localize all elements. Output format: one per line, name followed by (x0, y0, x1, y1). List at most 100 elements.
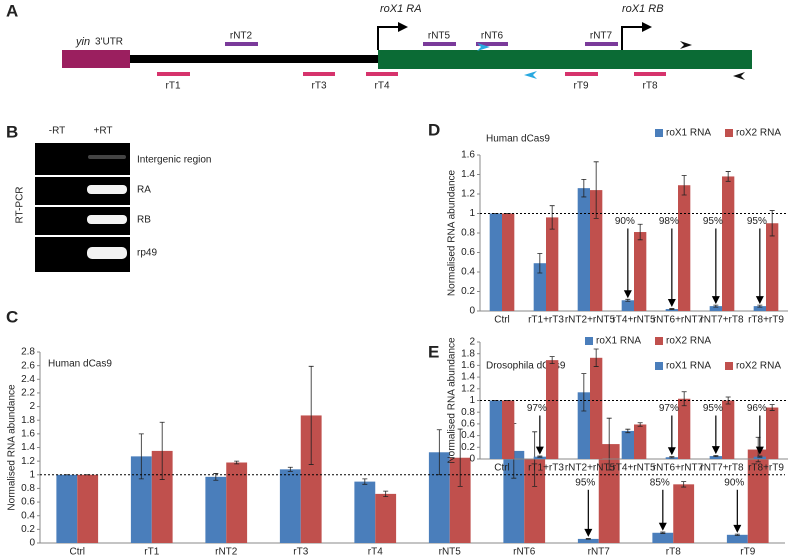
primer-label: rNT7 (590, 31, 613, 42)
bar (747, 449, 769, 543)
tss-arrow (621, 26, 642, 50)
method-label: RT-PCR (15, 186, 26, 223)
tss-arrowhead (398, 22, 408, 32)
y-tick-label: 2.2 (21, 388, 35, 399)
bar (722, 400, 735, 459)
legend-label: roX1 RNA (666, 361, 711, 372)
x-tick-label: rT1 (144, 547, 159, 556)
y-tick-label: 1.4 (461, 372, 475, 383)
primer (366, 72, 398, 76)
panel-label: A (6, 1, 18, 20)
primer (634, 72, 666, 76)
utr-gene: yin (75, 36, 90, 48)
primer (157, 72, 190, 76)
primer (476, 42, 508, 46)
primer-label: rNT5 (428, 31, 451, 42)
y-tick-label: 0 (29, 538, 35, 549)
error-bar (669, 308, 675, 310)
x-tick-label: rNT6+rNT7 (653, 463, 704, 474)
legend-swatch (655, 337, 663, 345)
y-tick-label: 0 (469, 454, 475, 465)
bar (577, 188, 590, 311)
error-bar (593, 348, 599, 367)
y-tick-label: 0.4 (461, 267, 475, 278)
legend-swatch (725, 362, 733, 370)
bar (766, 223, 779, 311)
y-tick-label: 1.8 (461, 348, 475, 359)
bar (665, 309, 678, 311)
annotation: 97% (659, 403, 679, 414)
error-bar (725, 171, 731, 182)
error-bar (581, 178, 587, 198)
error-bar (637, 422, 643, 427)
x-tick-label: rT8+rT9 (748, 463, 784, 474)
annotation-arrowhead (667, 299, 676, 308)
bar (634, 232, 647, 311)
x-tick-label: rNT2 (215, 547, 238, 556)
y-tick-label: 0.4 (461, 430, 475, 441)
annotation-arrowhead (667, 447, 676, 456)
bar (546, 360, 559, 459)
y-axis-label: Normalised RNA abundance (447, 337, 458, 464)
x-tick-label: rT4+rNT5 (612, 463, 656, 474)
annotation-arrowhead (733, 524, 742, 533)
error-bar (669, 456, 675, 459)
error-bar (681, 391, 687, 407)
error-bar (362, 478, 368, 485)
bar (621, 300, 634, 311)
lane-label: -RT (49, 126, 65, 137)
legend-label: roX1 RNA (666, 128, 711, 139)
bar (502, 400, 515, 459)
legend-label: roX2 RNA (736, 361, 781, 372)
panel-label: B (6, 122, 18, 141)
bar (524, 459, 546, 543)
gel-band (87, 215, 127, 224)
x-tick-label: rNT6 (513, 547, 536, 556)
y-tick-label: 0.8 (21, 483, 35, 494)
primer-label: rT1 (166, 81, 181, 92)
error-bar (287, 466, 293, 472)
band-label: Intergenic region (137, 155, 212, 166)
error-bar (593, 161, 599, 219)
primer (303, 72, 335, 76)
bar (77, 474, 99, 543)
x-tick-label: rT4+rNT5 (612, 315, 656, 326)
y-tick-label: 2 (469, 337, 475, 348)
annotation-arrowhead (711, 446, 720, 455)
bar (726, 534, 748, 543)
chart-title: Drosophila dCas9 (486, 361, 566, 372)
y-axis-label: Normalised RNA abundance (7, 384, 18, 511)
bar (753, 306, 766, 311)
oligo-arrow (680, 41, 692, 49)
y-tick-label: 0.6 (21, 497, 35, 508)
annotation: 97% (527, 403, 547, 414)
x-tick-label: rNT2+rNT5 (565, 463, 616, 474)
y-tick-label: 1.4 (21, 442, 35, 453)
x-tick-label: rNT7 (588, 547, 611, 556)
y-tick-label: 0.6 (461, 247, 475, 258)
legend-label: roX2 RNA (736, 128, 781, 139)
bar (130, 456, 152, 543)
error-bar (585, 538, 591, 540)
error-bar (457, 428, 463, 487)
annotation-arrowhead (755, 446, 764, 455)
error-bar (581, 373, 587, 412)
y-tick-label: 1.2 (461, 383, 475, 394)
error-bar (734, 533, 740, 536)
bar (577, 392, 590, 459)
gene-box (378, 50, 752, 69)
annotation: 95% (703, 403, 723, 414)
bar (56, 474, 78, 543)
bar (300, 415, 322, 543)
x-tick-label: rT4 (368, 547, 383, 556)
bar (489, 213, 502, 311)
bar (226, 462, 248, 543)
error-bar (213, 473, 219, 481)
bar (766, 407, 779, 459)
y-tick-label: 1.6 (21, 428, 35, 439)
bar (652, 532, 674, 543)
annotation-arrowhead (535, 446, 544, 455)
bar (533, 263, 546, 311)
error-bar (637, 223, 643, 241)
primer-label: rT9 (574, 81, 589, 92)
